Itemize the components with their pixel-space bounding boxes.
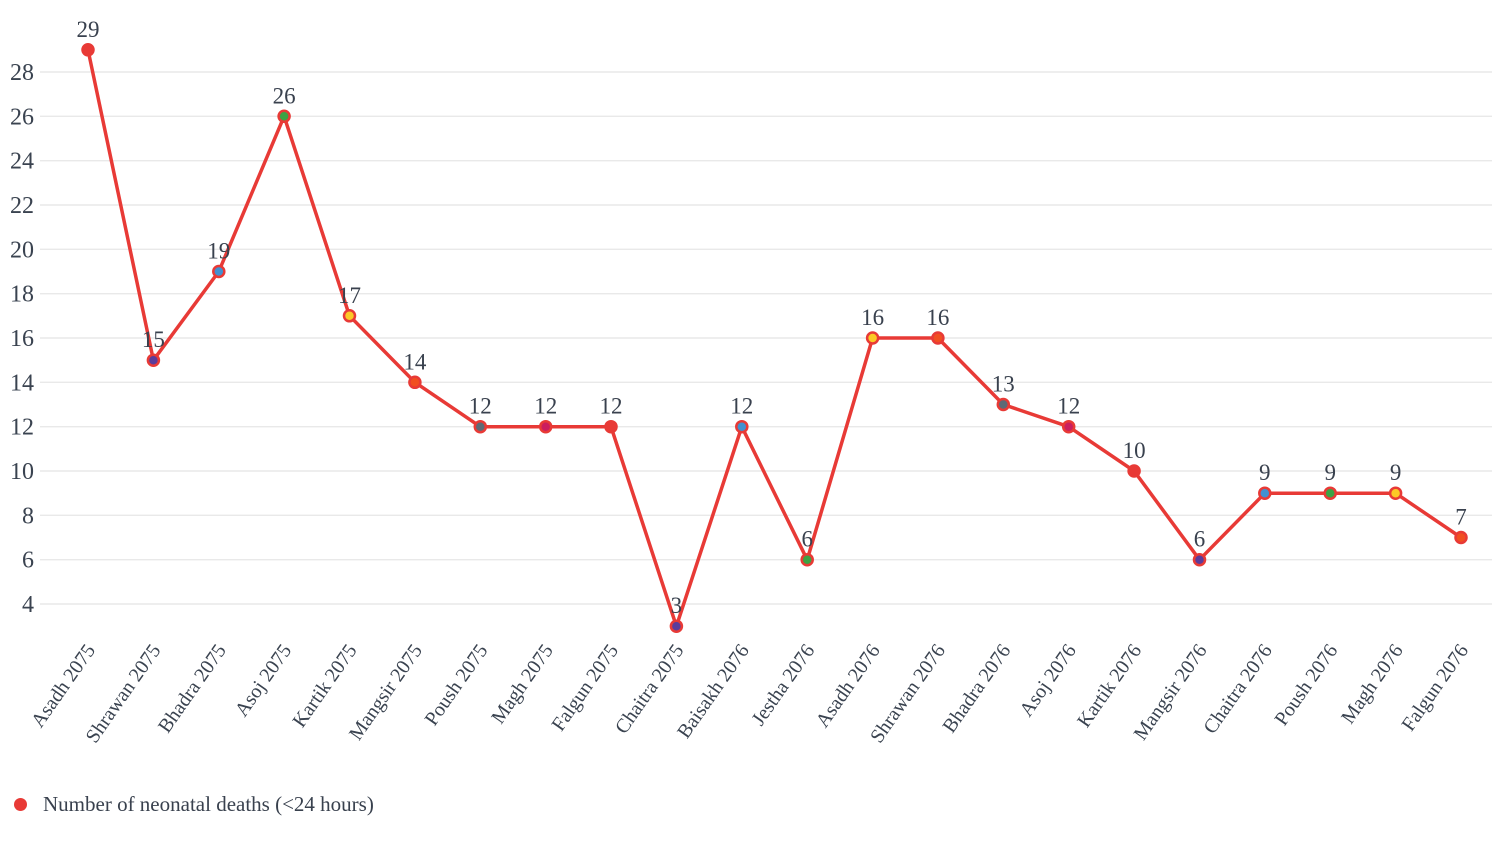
data-point-label: 14 [403, 349, 427, 374]
data-point-label: 9 [1259, 460, 1271, 485]
x-axis-tick-label: Bhadra 2076 [938, 640, 1015, 737]
data-point-label: 19 [207, 239, 230, 264]
x-axis-tick-label: Kartik 2075 [288, 640, 361, 731]
x-axis-tick-label: Bhadra 2075 [154, 640, 231, 737]
legend-marker-icon [14, 798, 27, 811]
data-point[interactable] [800, 552, 814, 567]
data-point[interactable] [735, 419, 749, 434]
data-point[interactable] [408, 375, 422, 390]
data-point[interactable] [931, 331, 945, 345]
y-axis-tick-label: 4 [22, 592, 34, 618]
data-point-label: 6 [1194, 527, 1206, 552]
x-axis-tick-label: Magh 2075 [487, 640, 558, 728]
data-point[interactable] [1061, 419, 1076, 434]
x-axis-tick-label: Asadh 2075 [27, 640, 100, 731]
data-point[interactable] [1323, 486, 1337, 500]
data-point[interactable] [1454, 530, 1468, 545]
data-point-label: 3 [671, 593, 683, 618]
data-point-label: 12 [469, 394, 492, 419]
y-axis-tick-label: 10 [10, 459, 34, 485]
data-point[interactable] [212, 264, 226, 279]
data-point-label: 12 [534, 394, 557, 419]
x-axis-tick-label: Magh 2076 [1337, 640, 1408, 728]
y-axis-tick-label: 20 [10, 237, 34, 263]
data-point-label: 9 [1390, 460, 1402, 485]
x-axis-tick-label: Kartik 2076 [1073, 640, 1146, 731]
y-axis-tick-label: 22 [10, 193, 34, 219]
x-axis-tick-label: Falgun 2076 [1397, 640, 1473, 735]
data-point[interactable] [342, 309, 357, 323]
data-point-label: 17 [338, 283, 361, 308]
data-point-label: 12 [600, 394, 623, 419]
data-point-label: 16 [861, 305, 884, 330]
x-axis-tick-label: Asoj 2075 [231, 640, 297, 720]
data-point-label: 10 [1123, 438, 1146, 463]
data-point-label: 16 [926, 305, 949, 330]
y-axis-tick-label: 28 [10, 60, 34, 86]
x-axis-tick-label: Chaitra 2076 [1199, 640, 1277, 738]
data-point-label: 7 [1455, 505, 1467, 530]
data-point-label: 26 [273, 83, 296, 108]
y-axis-tick-label: 16 [10, 326, 34, 352]
data-point-label: 15 [142, 327, 165, 352]
data-point[interactable] [604, 419, 618, 434]
data-point[interactable] [1388, 486, 1403, 500]
data-point[interactable] [1258, 486, 1272, 500]
y-axis-tick-label: 6 [22, 548, 34, 574]
y-axis-tick-label: 24 [10, 149, 34, 175]
data-point[interactable] [538, 419, 553, 434]
data-point[interactable] [473, 419, 488, 434]
data-point-label: 6 [801, 527, 813, 552]
x-axis-tick-label: Jestha 2076 [747, 640, 819, 730]
y-axis-tick-label: 26 [10, 104, 34, 130]
data-point[interactable] [146, 353, 161, 367]
data-point-label: 9 [1324, 460, 1336, 485]
data-point[interactable] [1127, 464, 1141, 478]
x-axis-tick-label: Asoj 2076 [1015, 640, 1081, 720]
x-axis-tick-label: Poush 2076 [1270, 640, 1342, 730]
x-axis-tick-label: Asadh 2076 [812, 640, 885, 731]
data-point-label: 29 [77, 17, 100, 42]
y-axis-tick-label: 8 [22, 503, 34, 529]
data-point[interactable] [669, 619, 684, 633]
data-point[interactable] [996, 397, 1011, 412]
chart-legend: Number of neonatal deaths (<24 hours) [14, 792, 374, 817]
y-axis-tick-label: 14 [10, 370, 34, 396]
data-point-label: 13 [992, 372, 1015, 397]
data-point[interactable] [865, 331, 880, 345]
data-point-label: 12 [1057, 394, 1080, 419]
x-axis-tick-label: Poush 2075 [421, 640, 493, 730]
x-axis-tick-label: Falgun 2075 [547, 640, 623, 735]
data-point-label: 12 [730, 394, 753, 419]
data-point[interactable] [81, 43, 95, 57]
data-line [86, 48, 1463, 628]
data-point[interactable] [1192, 552, 1207, 567]
data-point[interactable] [277, 109, 291, 124]
y-axis-tick-label: 12 [10, 415, 34, 441]
legend-label: Number of neonatal deaths (<24 hours) [43, 792, 374, 816]
y-axis-tick-label: 18 [10, 282, 34, 308]
